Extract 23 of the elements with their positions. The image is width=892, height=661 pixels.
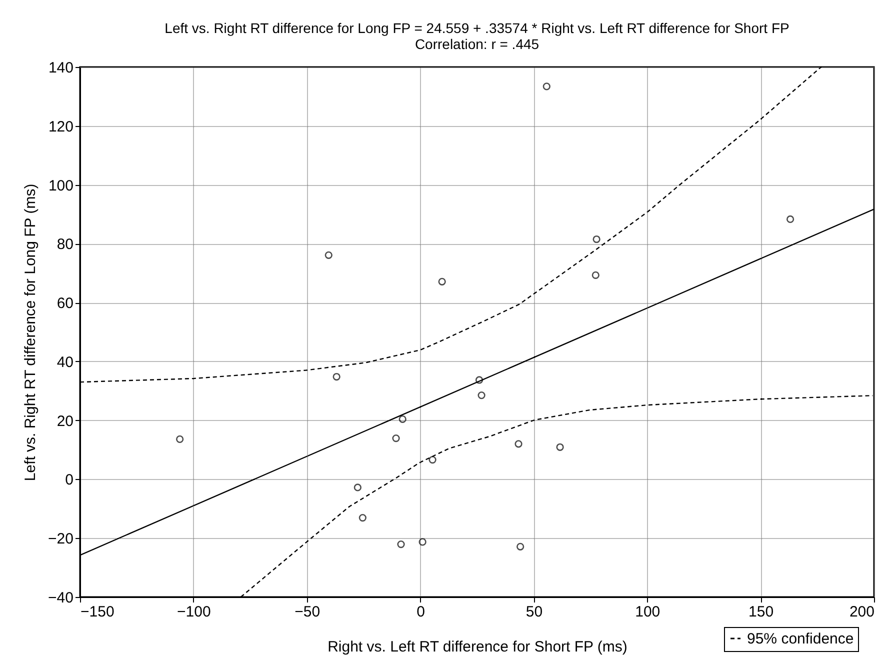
x-tick-label: −100	[177, 604, 211, 620]
x-tick-label: 150	[748, 604, 774, 620]
x-tick-label: 0	[416, 604, 425, 620]
y-tick-label: 140	[48, 60, 74, 76]
x-tick-label: 50	[526, 604, 543, 620]
y-tick-label: −20	[48, 530, 74, 548]
chart-title: Left vs. Right RT difference for Long FP = 24.559 + .33574 * Right vs. Left RT difference for Short FP	[164, 20, 790, 36]
x-axis-title: Right vs. Left RT difference for Short FP (ms)	[328, 638, 628, 656]
y-tick-label: 60	[56, 295, 74, 312]
legend-label: 95% confidence	[747, 630, 854, 648]
x-tick-label: 100	[635, 604, 660, 620]
y-tick-label: 120	[48, 118, 74, 136]
x-tick-label: 200	[849, 604, 874, 620]
y-axis-title: Left vs. Right RT difference for Long FP (ms)	[22, 184, 40, 482]
chart-subtitle: Correlation: r = .445	[414, 36, 540, 52]
y-tick-label: 0	[65, 472, 74, 489]
x-tick-label: −50	[294, 604, 320, 620]
y-tick-label: 40	[56, 354, 74, 371]
y-tick-label: 80	[56, 236, 74, 254]
y-tick-label: 20	[56, 412, 74, 430]
y-tick-label: 100	[48, 177, 74, 194]
x-tick-label: −150	[80, 604, 114, 620]
y-tick-label: −40	[48, 590, 74, 606]
